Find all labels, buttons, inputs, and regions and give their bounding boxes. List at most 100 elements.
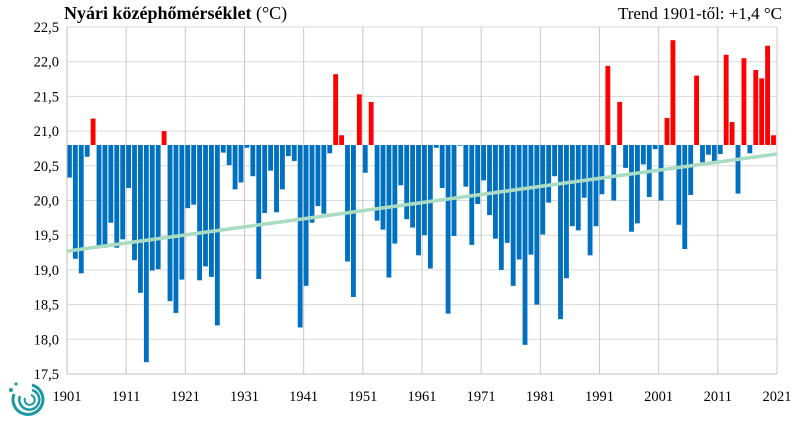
x-tick-label: 2011: [704, 389, 732, 405]
bar-1997: [635, 144, 640, 224]
bar-1954: [380, 144, 386, 230]
bar-1944: [321, 144, 327, 214]
bar-1926: [214, 144, 220, 326]
y-tick-label: 18,0: [34, 332, 59, 348]
bar-2012: [723, 54, 729, 145]
bar-1990: [593, 144, 599, 227]
bar-1927: [220, 144, 226, 153]
bar-1937: [280, 144, 285, 190]
bar-1923: [197, 144, 203, 281]
x-tick-label: 1971: [467, 389, 496, 405]
bar-1949: [351, 144, 356, 297]
bar-1993: [611, 144, 617, 201]
bar-1957: [398, 144, 404, 186]
bar-2001: [658, 144, 664, 201]
bar-2014: [735, 144, 741, 194]
trend-line-group: [66, 152, 778, 253]
bar-1938: [285, 144, 291, 157]
bar-1972: [487, 144, 492, 216]
bar-1955: [386, 144, 392, 278]
y-tick-label: 22,5: [34, 20, 59, 36]
logo-icon: [9, 382, 45, 416]
y-tick-label: 19,0: [34, 263, 59, 279]
bar-1915: [149, 144, 155, 271]
bar-1992: [605, 65, 611, 145]
bar-1939: [291, 144, 297, 161]
bar-2009: [706, 144, 711, 155]
bar-1951: [362, 144, 368, 173]
bar-1991: [599, 144, 605, 195]
bar-2017: [753, 70, 759, 145]
bar-1956: [392, 144, 398, 244]
bar-1922: [191, 144, 197, 205]
bar-1984: [558, 144, 563, 320]
bar-1965: [445, 144, 451, 314]
bar-1962: [427, 144, 433, 269]
x-tick-label: 1901: [53, 389, 82, 405]
bar-2018: [759, 78, 765, 145]
bar-1960: [416, 144, 421, 256]
bar-1908: [108, 144, 114, 223]
bar-1995: [623, 144, 629, 168]
bar-1978: [522, 144, 528, 345]
x-tick-label: 2001: [644, 389, 673, 405]
bar-1940: [297, 144, 303, 328]
bar-1988: [581, 144, 587, 198]
bar-1930: [238, 144, 244, 183]
bar-1985: [564, 144, 569, 279]
bar-1963: [433, 144, 439, 148]
axes: 17,5 18,0 18,5 19,0 19,5 20,0 20,5 21,0 21,5 22,0…: [34, 20, 792, 405]
bar-1936: [274, 144, 279, 213]
bar-1917: [161, 131, 167, 145]
bar-1921: [185, 144, 191, 209]
bar-1909: [114, 144, 120, 248]
x-tick-label: 1951: [348, 389, 377, 405]
bar-1970: [475, 144, 481, 204]
bar-1901: [67, 144, 72, 178]
bar-2002: [664, 117, 670, 145]
bar-2010: [711, 144, 717, 161]
bar-2015: [741, 58, 747, 145]
bar-2004: [676, 144, 682, 225]
bar-1979: [528, 144, 534, 255]
y-tick-label: 19,5: [34, 228, 59, 244]
bar-1961: [422, 144, 427, 236]
bar-1903: [78, 144, 84, 274]
title-unit: (°C): [255, 3, 288, 23]
bar-1975: [504, 144, 510, 243]
bar-1905: [90, 118, 96, 145]
bar-2005: [682, 144, 688, 250]
bar-1994: [617, 101, 623, 145]
bar-2008: [700, 144, 705, 163]
bar-1986: [569, 144, 575, 227]
bar-1934: [262, 144, 268, 213]
bar-1996: [629, 144, 634, 232]
bar-2003: [670, 40, 676, 145]
y-tick-label: 22,0: [34, 55, 59, 71]
x-tick-label: 2021: [763, 389, 792, 405]
trend-line: [66, 152, 778, 253]
bar-1950: [356, 94, 362, 145]
bar-1916: [155, 144, 161, 270]
bar-1913: [138, 144, 143, 293]
bar-1958: [404, 144, 410, 220]
bar-1911: [126, 144, 132, 189]
bar-2007: [694, 75, 700, 145]
x-tick-label: 1981: [526, 389, 555, 405]
x-tick-label: 1911: [112, 389, 140, 405]
trend-annotation: Trend 1901-től: +1,4 °C: [617, 4, 782, 23]
bar-1989: [587, 144, 593, 256]
x-tick-label: 1931: [230, 389, 259, 405]
bar-1968: [463, 144, 469, 187]
bar-1932: [250, 144, 256, 177]
y-tick-label: 17,5: [34, 367, 59, 383]
bar-1918: [167, 144, 173, 302]
bar-1998: [640, 144, 646, 165]
x-tick-label: 1991: [585, 389, 614, 405]
bar-1902: [72, 144, 78, 259]
bar-1933: [256, 144, 262, 279]
bar-2006: [688, 144, 694, 195]
bar-1928: [226, 144, 232, 166]
bar-2020: [771, 135, 776, 145]
